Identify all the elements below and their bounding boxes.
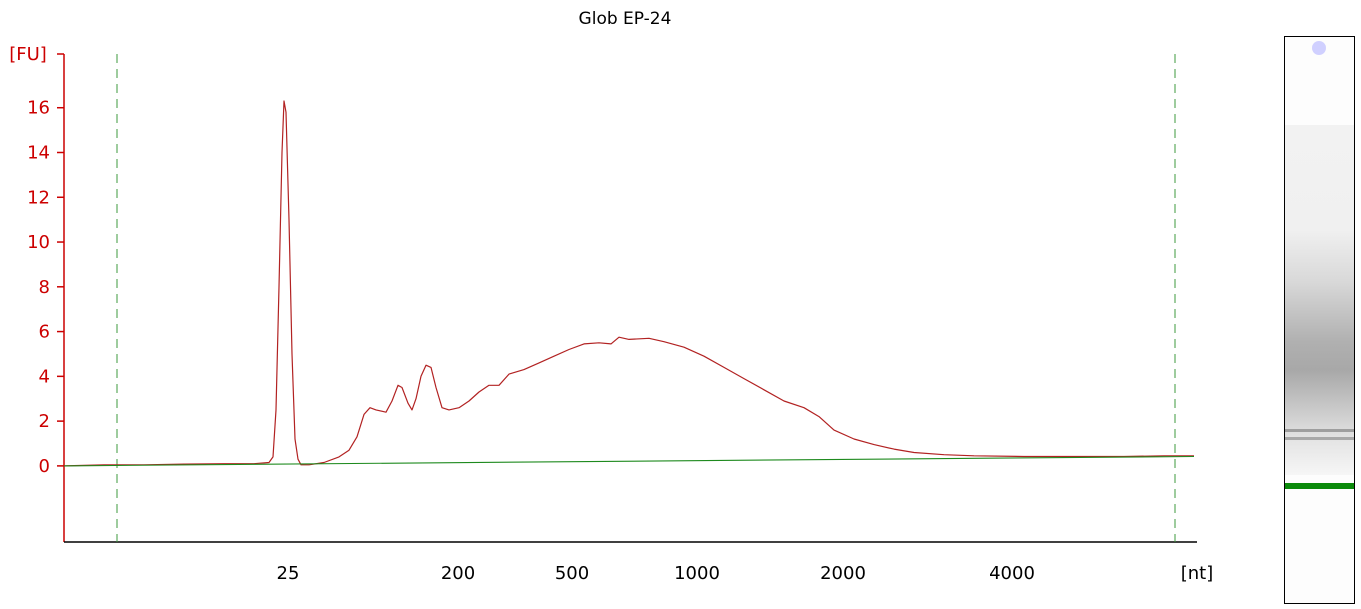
x-tick-label: 25 [277,563,300,584]
series-layer [63,100,1195,467]
gel-lane-image [1284,36,1355,604]
y-tick-label: 10 [27,232,50,253]
gel-marker-band [1285,483,1354,489]
gel-band-faint-2 [1285,437,1354,440]
x-tick-label: 200 [441,563,475,584]
x-tick-label: 2000 [820,563,866,584]
baseline-line [63,455,1195,467]
y-tick-label: 14 [27,142,50,163]
x-tick-label: 4000 [989,563,1035,584]
y-tick-label: 4 [39,366,50,387]
y-tick-label: 6 [39,322,50,343]
marker-lines [116,54,1176,542]
gel-well-dot [1312,41,1326,55]
chart-title: Glob EP-24 [579,9,672,29]
x-tick-label: 500 [555,563,589,584]
y-tick-label: 0 [39,456,50,477]
electropherogram-chart: Glob EP-24 0 2 4 6 8 10 12 14 16 25 200 500 1000 200… [9,9,1214,584]
x-tick-label: 1000 [674,563,720,584]
x-axis: 25 200 500 1000 2000 4000 [64,541,1197,584]
x-axis-unit-label: [nt] [1181,563,1214,584]
y-tick-label: 2 [39,411,50,432]
gel-band-faint-1 [1285,429,1354,432]
gel-background-smear [1285,125,1354,475]
y-tick-label: 16 [27,98,50,119]
sample-trace-line [63,100,1194,467]
y-tick-label: 12 [27,187,50,208]
y-axis: 0 2 4 6 8 10 12 14 16 [27,53,65,542]
y-tick-label: 8 [39,277,50,298]
y-axis-label: [FU] [9,44,47,65]
